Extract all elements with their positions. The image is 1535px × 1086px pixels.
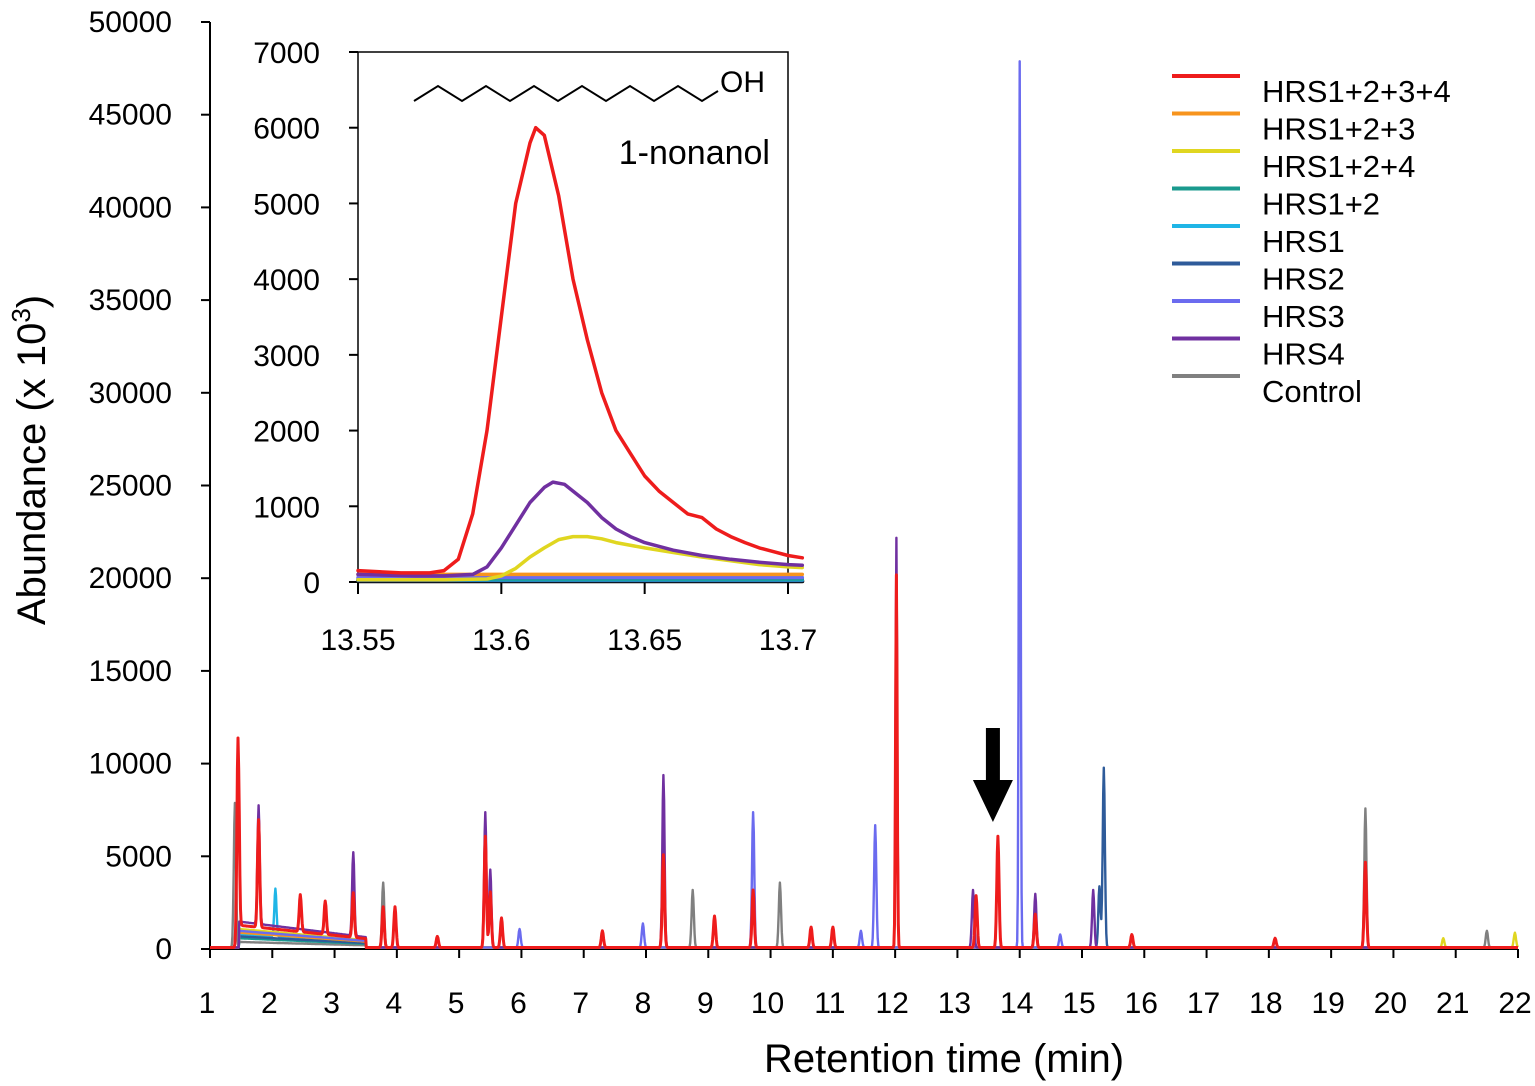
x-tick-label: 10 <box>751 987 784 1020</box>
inset-series-line-hrs1-2-3-4 <box>356 125 805 575</box>
inset-y-tick-label: 3000 <box>253 340 320 373</box>
legend-label: Control <box>1262 374 1362 409</box>
x-tick-label: 12 <box>875 987 908 1020</box>
inset-y-tick-label: 0 <box>303 567 320 600</box>
x-tick-label: 8 <box>635 987 652 1020</box>
legend: HRS1+2+3+4HRS1+2+3HRS1+2+4HRS1+2HRS1HRS2… <box>1172 74 1451 409</box>
x-tick-label: 18 <box>1249 987 1282 1020</box>
legend-label: HRS1 <box>1262 224 1345 259</box>
y-tick-label: 25000 <box>89 470 172 503</box>
inset-y-tick-label: 6000 <box>253 113 320 146</box>
inset-x-tick-label: 13.6 <box>472 624 530 657</box>
x-tick-label: 6 <box>510 987 527 1020</box>
y-tick-label: 5000 <box>105 840 172 873</box>
inset-y-tick-label: 1000 <box>253 491 320 524</box>
oh-label: OH <box>720 66 765 99</box>
x-tick-label: 16 <box>1125 987 1158 1020</box>
x-tick-label: 13 <box>938 987 971 1020</box>
nonanol-structure <box>413 84 719 103</box>
x-tick-label: 17 <box>1187 987 1220 1020</box>
x-tick-label: 1 <box>199 987 216 1020</box>
main-axes: 0500010000150002000025000300003500040000… <box>6 6 1532 1081</box>
series-line-hrs1-2-3-4 <box>209 573 1519 949</box>
inset-x-tick-label: 13.55 <box>320 624 395 657</box>
peak-arrow-annotation <box>972 728 1013 822</box>
x-tick-label: 20 <box>1374 987 1407 1020</box>
x-tick-label: 2 <box>261 987 278 1020</box>
legend-label: HRS3 <box>1262 299 1345 334</box>
legend-label: HRS1+2+3+4 <box>1262 74 1451 109</box>
inset-y-tick-label: 7000 <box>253 37 320 70</box>
series-line-hrs1 <box>209 887 1519 949</box>
series-line-control <box>209 801 1519 949</box>
x-tick-label: 3 <box>323 987 340 1020</box>
inset-chart: 0 1000 2000 3000 4000 5000 6000 7000 13.55 13.6 13… <box>253 37 817 657</box>
x-axis-title: Retention time (min) <box>764 1037 1124 1081</box>
x-tick-label: 5 <box>448 987 465 1020</box>
x-tick-label: 22 <box>1498 987 1531 1020</box>
arrow-shaft <box>985 728 1000 782</box>
x-tick-label: 7 <box>572 987 589 1020</box>
legend-label: HRS4 <box>1262 337 1345 372</box>
y-tick-label: 20000 <box>89 562 172 595</box>
x-tick-label: 15 <box>1062 987 1095 1020</box>
main-series-lines <box>209 60 1519 949</box>
legend-label: HRS1+2 <box>1262 187 1380 222</box>
x-tick-label: 19 <box>1311 987 1344 1020</box>
x-tick-label: 21 <box>1436 987 1469 1020</box>
x-tick-label: 11 <box>814 987 845 1020</box>
legend-label: HRS1+2+3 <box>1262 112 1415 147</box>
y-tick-label: 0 <box>155 933 172 966</box>
legend-label: HRS1+2+4 <box>1262 149 1415 184</box>
y-tick-label: 30000 <box>89 377 172 410</box>
y-tick-label: 15000 <box>89 655 172 688</box>
inset-y-tick-label: 5000 <box>253 188 320 221</box>
x-tick-label: 4 <box>386 987 403 1020</box>
inset-x-tick-label: 13.65 <box>607 624 682 657</box>
inset-y-tick-label: 4000 <box>253 264 320 297</box>
legend-label: HRS2 <box>1262 262 1345 297</box>
x-tick-label: 14 <box>1000 987 1033 1020</box>
inset-series-line-hrs4 <box>356 480 805 578</box>
inset-frame <box>357 51 789 583</box>
inset-x-tick-label: 13.7 <box>759 624 817 657</box>
inset-y-tick-label: 2000 <box>253 416 320 449</box>
y-axis-title: Abundance (x 103) <box>6 295 54 625</box>
series-line-hrs2 <box>209 766 1519 949</box>
series-line-hrs4 <box>209 536 1519 949</box>
y-tick-label: 35000 <box>89 284 172 317</box>
y-tick-label: 10000 <box>89 748 172 781</box>
y-tick-label: 45000 <box>89 99 172 132</box>
arrow-head <box>972 780 1013 822</box>
inset-title: 1-nonanol <box>619 134 770 172</box>
y-tick-label: 40000 <box>89 191 172 224</box>
x-tick-label: 9 <box>697 987 714 1020</box>
y-tick-label: 50000 <box>89 6 172 39</box>
